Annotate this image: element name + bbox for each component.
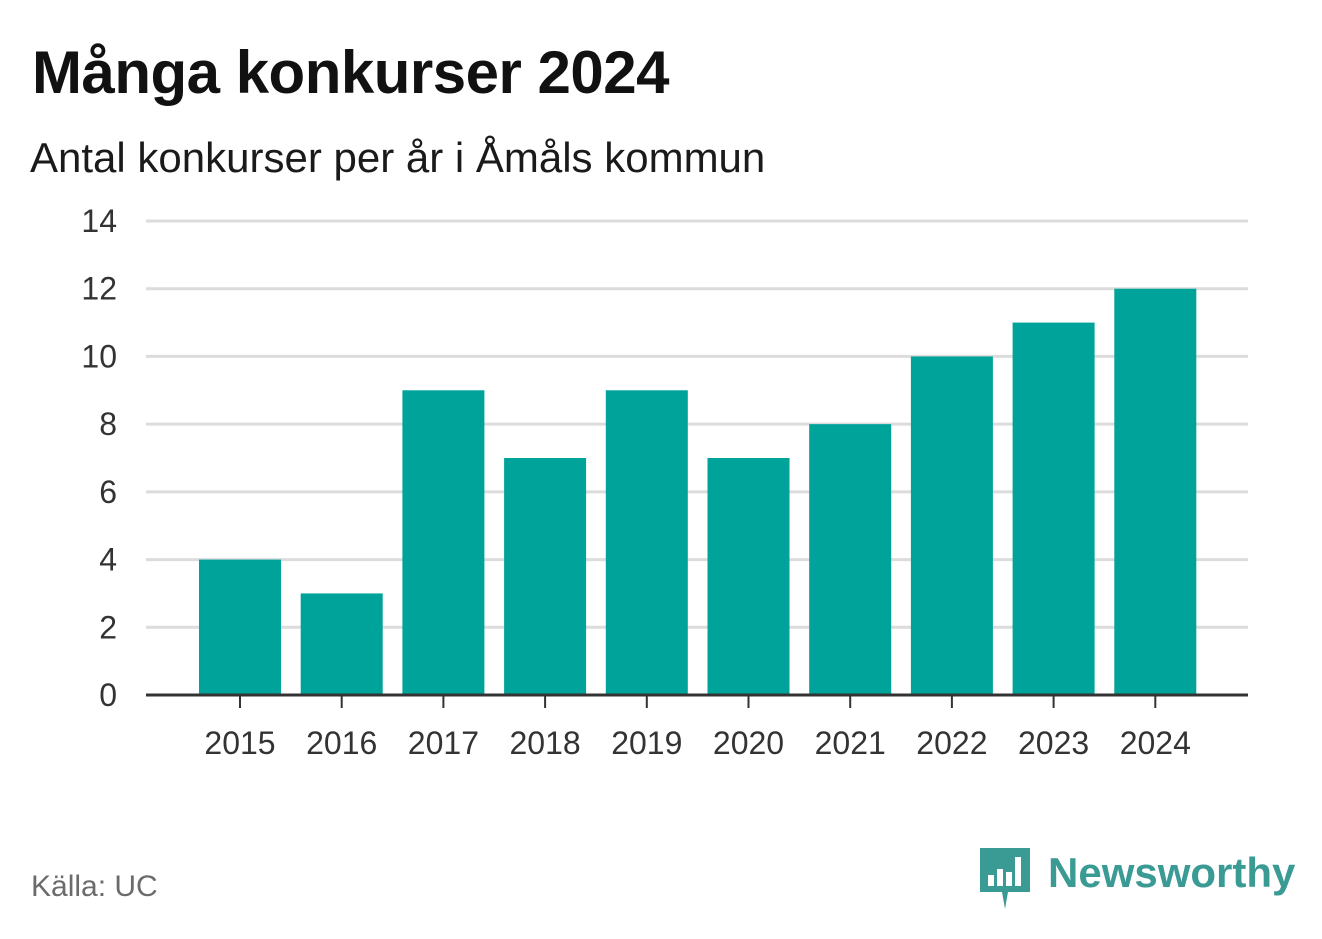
x-tick-label: 2015 (204, 725, 275, 761)
y-tick-label: 10 (81, 338, 117, 374)
newsworthy-brand: Newsworthy (980, 848, 1295, 912)
x-tick-label: 2024 (1120, 725, 1191, 761)
y-tick-label: 6 (99, 474, 117, 510)
y-tick-label: 2 (99, 609, 117, 645)
source-note: Källa: UC (31, 870, 158, 903)
x-tick-label: 2023 (1018, 725, 1089, 761)
y-tick-label: 4 (99, 542, 117, 578)
newsworthy-logo-icon (980, 848, 1030, 909)
bar (504, 458, 587, 695)
brand-name: Newsworthy (1048, 849, 1296, 896)
chart-subtitle: Antal konkurser per år i Åmåls kommun (30, 134, 766, 181)
x-tick-label: 2017 (408, 725, 479, 761)
y-tick-label: 0 (99, 677, 117, 713)
x-tick-label: 2020 (713, 725, 784, 761)
chart-title: Många konkurser 2024 (32, 39, 669, 106)
x-tick-label: 2018 (510, 725, 581, 761)
bar (1012, 322, 1095, 695)
x-tick-label: 2021 (815, 725, 886, 761)
bar (809, 424, 892, 695)
bar-chart: 0 2 4 6 8 10 12 14 2015 2016 2017 2018 2019 2020 2021… (81, 203, 1248, 761)
bar (707, 458, 790, 695)
x-tick-label: 2019 (611, 725, 682, 761)
y-tick-label: 12 (81, 271, 117, 307)
x-axis (146, 693, 1248, 708)
bars (199, 288, 1197, 695)
y-tick-label: 8 (99, 406, 117, 442)
bar (199, 559, 281, 695)
y-axis-tick-labels: 0 2 4 6 8 10 12 14 (81, 203, 117, 713)
x-tick-label: 2016 (306, 725, 377, 761)
bar (910, 356, 993, 695)
y-tick-label: 14 (81, 203, 117, 239)
x-axis-tick-labels: 2015 2016 2017 2018 2019 2020 2021 2022 2023 2024 (204, 725, 1190, 761)
x-tick-label: 2022 (916, 725, 987, 761)
bar (402, 390, 485, 695)
bar (300, 593, 383, 695)
bar (605, 390, 688, 695)
bar (1114, 288, 1197, 695)
